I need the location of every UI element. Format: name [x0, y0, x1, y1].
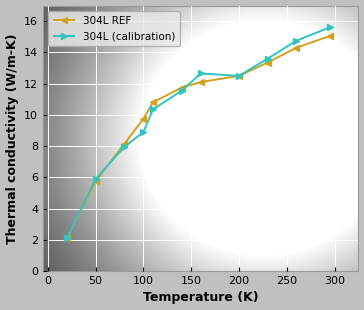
304L (calibration) — [141, 130, 146, 134]
304L (calibration) — [199, 72, 203, 75]
304L (calibration) — [122, 145, 127, 149]
304L REF — [237, 74, 241, 78]
Y-axis label: Thermal conductivity (W/m-K): Thermal conductivity (W/m-K) — [5, 33, 19, 244]
Line: 304L (calibration): 304L (calibration) — [63, 24, 333, 242]
304L (calibration) — [151, 108, 155, 111]
304L REF — [141, 117, 146, 121]
304L (calibration) — [65, 236, 69, 240]
304L REF — [294, 46, 298, 50]
304L REF — [328, 34, 332, 38]
304L REF — [122, 142, 127, 146]
304L (calibration) — [94, 177, 98, 181]
304L (calibration) — [265, 57, 270, 60]
304L (calibration) — [294, 39, 298, 42]
304L REF — [151, 100, 155, 104]
304L REF — [179, 86, 184, 89]
304L (calibration) — [328, 25, 332, 29]
304L REF — [94, 179, 98, 183]
304L REF — [65, 236, 69, 240]
304L (calibration) — [179, 89, 184, 92]
Line: 304L REF: 304L REF — [63, 33, 333, 242]
X-axis label: Temperature (K): Temperature (K) — [143, 291, 258, 304]
Legend: 304L REF, 304L (calibration): 304L REF, 304L (calibration) — [48, 11, 180, 46]
304L REF — [265, 61, 270, 64]
304L REF — [199, 80, 203, 84]
304L (calibration) — [237, 74, 241, 78]
